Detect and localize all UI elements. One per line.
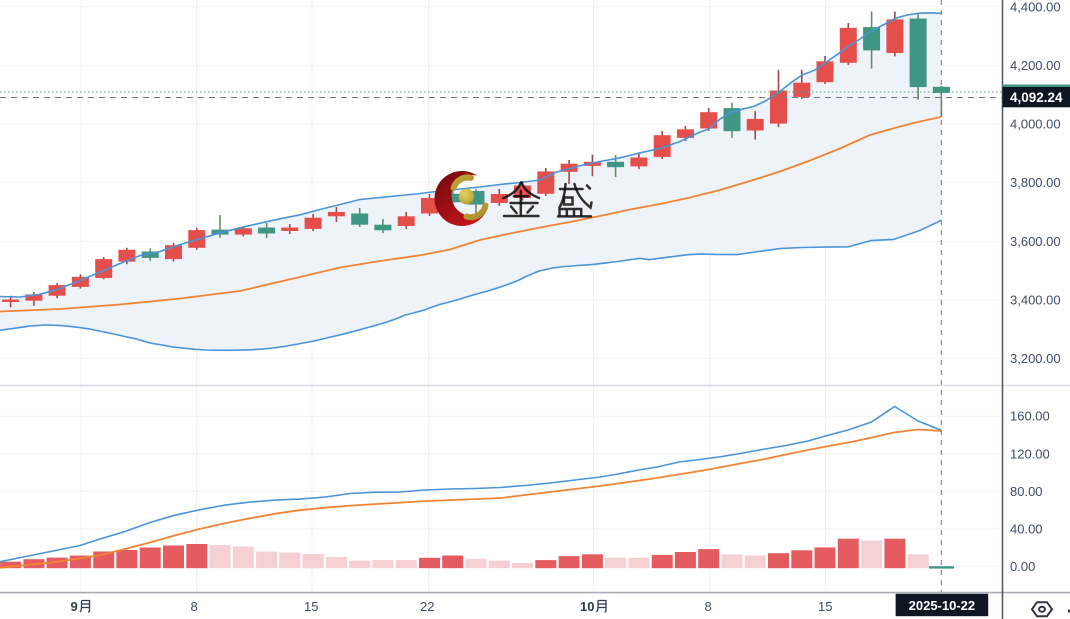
- svg-text:9: 9: [71, 599, 78, 614]
- svg-text:2025-10-22: 2025-10-22: [909, 598, 976, 613]
- svg-text:40.00: 40.00: [1010, 521, 1043, 536]
- svg-text:3,800.00: 3,800.00: [1010, 175, 1061, 190]
- svg-text:120.00: 120.00: [1010, 446, 1050, 461]
- svg-text:15: 15: [304, 599, 318, 614]
- svg-text:4,000.00: 4,000.00: [1010, 117, 1061, 132]
- svg-text:3,200.00: 3,200.00: [1010, 351, 1061, 366]
- svg-text:3,600.00: 3,600.00: [1010, 234, 1061, 249]
- svg-text:80.00: 80.00: [1010, 484, 1043, 499]
- svg-text:10: 10: [580, 599, 594, 614]
- svg-text:4,200.00: 4,200.00: [1010, 58, 1061, 73]
- svg-text:4,400.00: 4,400.00: [1010, 0, 1061, 14]
- svg-text:8: 8: [705, 599, 712, 614]
- svg-text:0.00: 0.00: [1010, 559, 1035, 574]
- svg-text:3,400.00: 3,400.00: [1010, 292, 1061, 307]
- svg-text:160.00: 160.00: [1010, 409, 1050, 424]
- svg-text:4,092.24: 4,092.24: [1010, 90, 1063, 105]
- svg-text:22: 22: [420, 599, 434, 614]
- svg-text:8: 8: [191, 599, 198, 614]
- svg-text:15: 15: [818, 599, 832, 614]
